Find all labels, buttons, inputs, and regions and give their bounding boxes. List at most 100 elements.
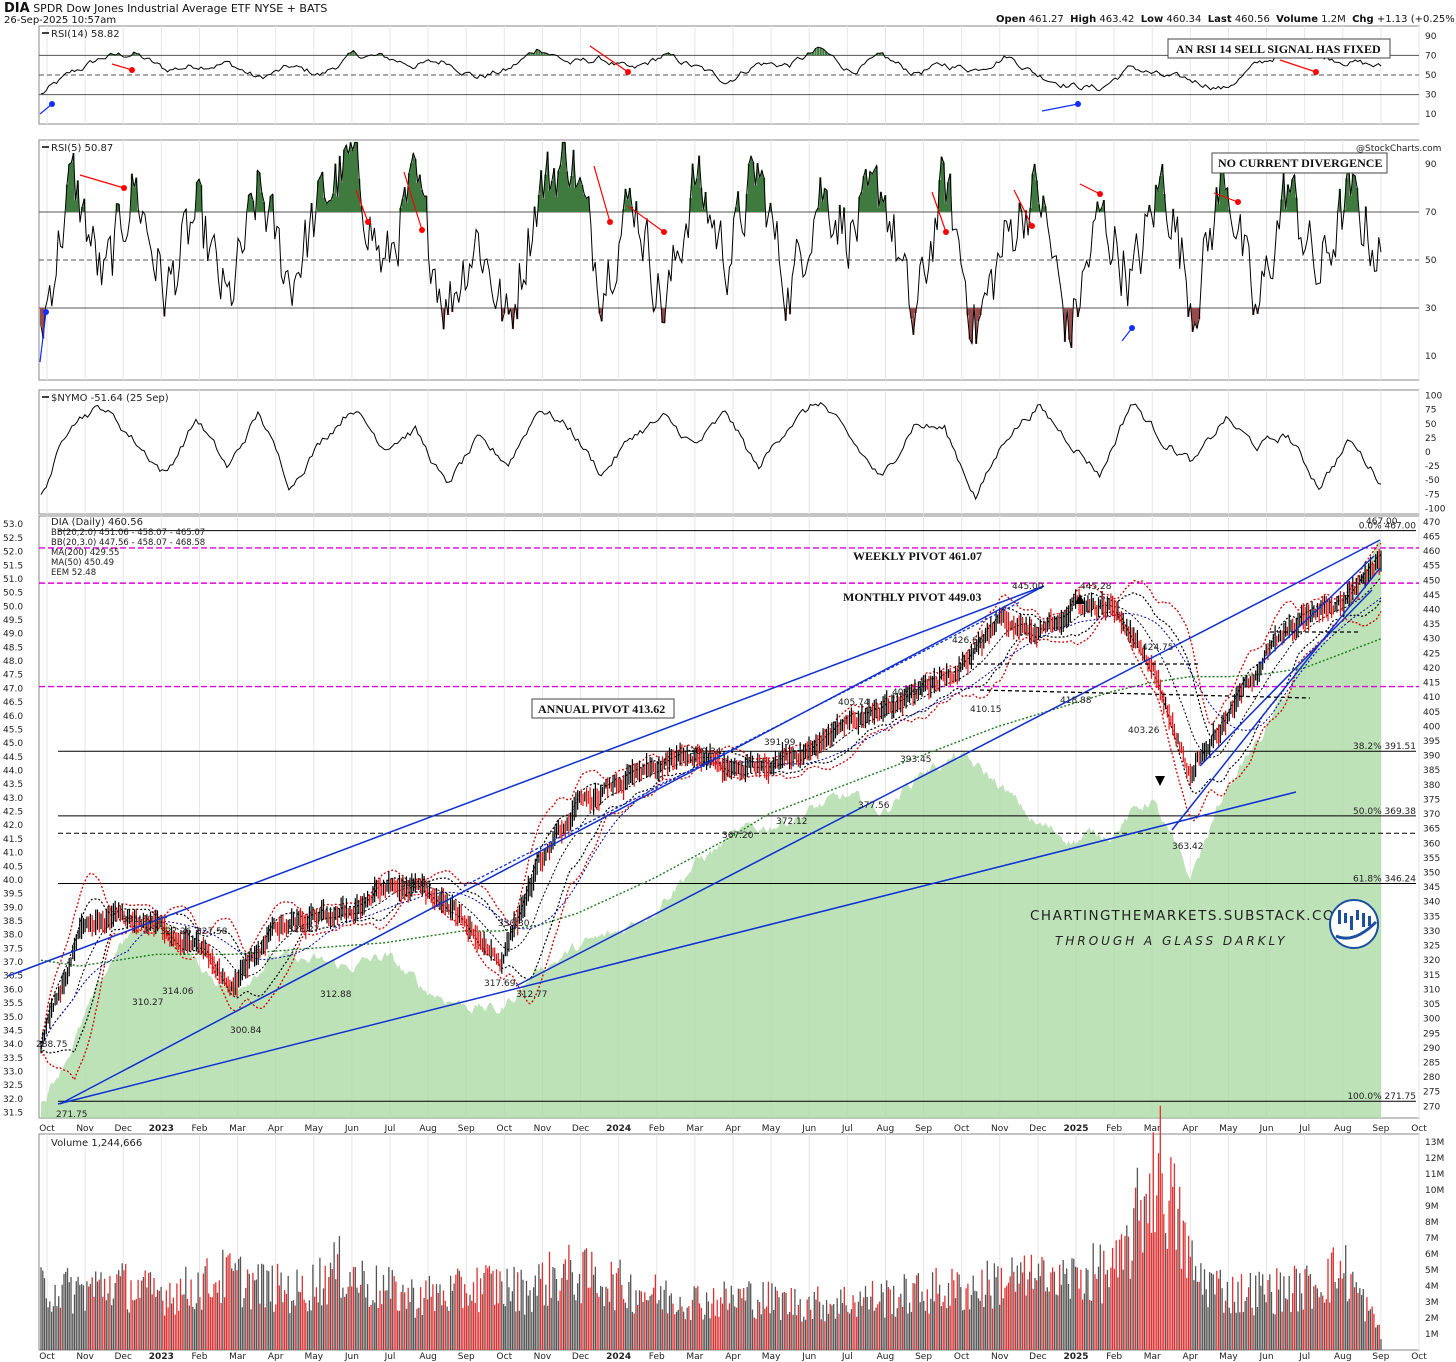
price-right-tick: 440: [1423, 606, 1440, 616]
price-left-tick: 53.0: [3, 520, 23, 530]
nymo-tick: -75: [1425, 490, 1440, 500]
rsi5-arrow-head: [365, 219, 371, 225]
price-point-label: 312.77: [516, 990, 548, 1000]
price-right-tick: 305: [1423, 1000, 1440, 1010]
price-left-tick: 31.5: [3, 1109, 23, 1119]
price-left-tick: 37.0: [3, 958, 23, 968]
price-left-tick: 51.5: [3, 561, 23, 571]
price-left-tick: 38.0: [3, 931, 23, 941]
price-right-tick: 335: [1423, 912, 1440, 922]
volume-label: Volume: [1276, 14, 1318, 25]
weekly-pivot-label: WEEKLY PIVOT 461.07: [853, 549, 982, 563]
month-label-price: Feb: [1106, 1124, 1122, 1134]
price-right-tick: 340: [1423, 898, 1440, 908]
price-left-tick: 33.0: [3, 1067, 23, 1077]
exchange: NYSE + BATS: [254, 2, 328, 15]
price-right-tick: 275: [1423, 1088, 1440, 1098]
month-label-price: Aug: [1334, 1124, 1352, 1134]
legend-bb2: BB(20,2.0) 451.06 - 458.07 - 465.07: [51, 528, 205, 538]
price-point-label: 314.06: [162, 987, 194, 997]
price-legend-title: DIA (Daily) 460.56: [51, 517, 143, 528]
month-label-volume: Sep: [915, 1352, 932, 1362]
header-left: DIA SPDR Dow Jones Industrial Average ET…: [4, 1, 327, 16]
price-left-tick: 49.0: [3, 630, 23, 640]
trend-line: [57, 791, 1297, 1105]
trend-line: [1171, 567, 1381, 831]
rsi14-blue-arrow-head: [1075, 101, 1081, 107]
month-label-price: 2025: [1063, 1124, 1088, 1134]
month-label-volume: Mar: [1144, 1352, 1161, 1362]
rsi5-legend: RSI(5) 50.87: [51, 143, 113, 154]
price-point-label: 271.75: [56, 1110, 88, 1120]
high-value: 463.42: [1099, 14, 1135, 25]
up-arrow-marker: [1075, 594, 1085, 604]
rsi14-annotation-box: [1167, 38, 1391, 59]
price-point-label: 367.20: [722, 831, 754, 841]
price-right-tick: 360: [1423, 839, 1440, 849]
month-label-price: Oct: [1411, 1124, 1427, 1134]
price-left-tick: 40.5: [3, 862, 23, 872]
rsi14-divergence-arrow: [1279, 59, 1317, 73]
price-left-tick: 48.0: [3, 657, 23, 667]
month-label-price: Nov: [991, 1124, 1009, 1134]
month-label-volume: May: [762, 1352, 781, 1362]
legend-eem: EEM 52.48: [51, 568, 96, 578]
open-label: Open: [996, 14, 1026, 25]
price-point-label: 317.69: [484, 979, 516, 989]
price-right-tick: 435: [1423, 620, 1440, 630]
price-right-tick: 290: [1423, 1044, 1440, 1054]
month-label-price: May: [304, 1124, 323, 1134]
price-right-tick: 385: [1423, 766, 1440, 776]
volume-tick: 3M: [1425, 1298, 1439, 1308]
price-point-label: 372.12: [776, 817, 808, 827]
price-left-tick: 51.0: [3, 575, 23, 585]
trend-line: [515, 539, 1381, 987]
price-right-tick: 405: [1423, 708, 1440, 718]
price-left-tick: 45.5: [3, 725, 23, 735]
logo-circle: [1329, 899, 1379, 949]
price-left-tick: 34.5: [3, 1026, 23, 1036]
price-point-label: 309.34: [690, 747, 722, 757]
month-label-volume: Dec: [572, 1352, 589, 1362]
month-label-price: Jul: [384, 1124, 396, 1134]
volume-value: 1.2M: [1321, 14, 1346, 25]
month-label-price: Jun: [1259, 1124, 1274, 1134]
volume-bars-up: [40, 1167, 1382, 1350]
price-left-tick: 36.0: [3, 985, 23, 995]
rsi5-arrow-head: [943, 229, 949, 235]
volume-tick: 4M: [1425, 1282, 1439, 1292]
rsi5-divergence-arrow: [1079, 183, 1101, 195]
price-point-label: 330.30: [498, 919, 530, 929]
price-right-tick: 380: [1423, 781, 1440, 791]
volume-tick: 2M: [1425, 1314, 1439, 1324]
volume-tick: 9M: [1425, 1202, 1439, 1212]
price-left-tick: 41.5: [3, 835, 23, 845]
month-label-volume: Mar: [229, 1352, 246, 1362]
price-point-label: 328.27: [288, 925, 320, 935]
month-label-price: Apr: [725, 1124, 741, 1134]
rsi5-line: [40, 141, 1382, 348]
logo-bar: [1338, 910, 1341, 924]
bb3-lower: [40, 611, 1382, 1082]
bb3-upper: [40, 542, 1382, 1048]
rsi5-tick: 10: [1425, 352, 1437, 362]
month-label-price: Mar: [686, 1124, 703, 1134]
price-right-tick: 400: [1423, 722, 1440, 732]
month-label-volume: Feb: [1106, 1352, 1122, 1362]
rsi5-divergence-arrow: [1013, 189, 1033, 227]
month-label-price: Oct: [954, 1124, 970, 1134]
security-name: SPDR Dow Jones Industrial Average ETF: [33, 2, 251, 15]
logo-bar: [1350, 916, 1353, 930]
price-right-tick: 415: [1423, 679, 1440, 689]
price-right-tick: 280: [1423, 1073, 1440, 1083]
month-label-volume: Jun: [1259, 1352, 1274, 1362]
last-label: Last: [1207, 14, 1232, 25]
month-label-price: Oct: [39, 1124, 55, 1134]
price-right-tick: 375: [1423, 795, 1440, 805]
price-left-tick: 50.5: [3, 589, 23, 599]
month-label-price: Dec: [572, 1124, 589, 1134]
price-left-tick: 47.5: [3, 671, 23, 681]
rsi14-line: [40, 46, 1382, 95]
price-right-tick: 300: [1423, 1015, 1440, 1025]
